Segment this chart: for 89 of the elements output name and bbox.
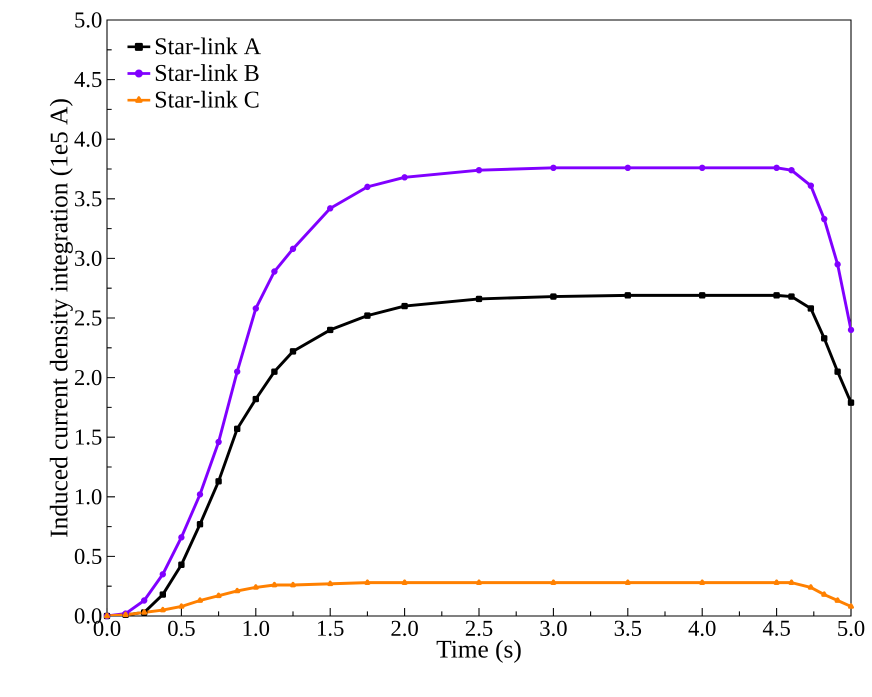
point bbox=[834, 368, 841, 375]
point bbox=[773, 164, 780, 172]
point bbox=[141, 597, 148, 604]
point bbox=[808, 584, 814, 590]
y-tick-label: 2.5 bbox=[74, 310, 102, 326]
point bbox=[848, 326, 854, 334]
point bbox=[699, 164, 706, 172]
point bbox=[327, 326, 334, 334]
y-tick-label: 3.5 bbox=[75, 191, 102, 206]
point bbox=[699, 579, 706, 585]
point bbox=[327, 205, 334, 212]
point bbox=[178, 534, 185, 541]
point bbox=[821, 591, 828, 597]
point bbox=[476, 579, 482, 585]
point bbox=[160, 591, 166, 598]
point bbox=[402, 579, 408, 585]
point bbox=[364, 312, 371, 319]
x-tick-label: 3.5 bbox=[614, 620, 642, 636]
x-tick-label: 4.0 bbox=[688, 620, 716, 636]
point bbox=[401, 174, 408, 181]
point bbox=[327, 580, 334, 586]
y-tick-label: 4.0 bbox=[74, 132, 102, 147]
point bbox=[624, 292, 632, 299]
point bbox=[271, 268, 278, 275]
legend-label: Star-link C bbox=[156, 90, 258, 108]
point bbox=[808, 305, 814, 312]
point bbox=[252, 305, 260, 312]
point bbox=[834, 261, 841, 268]
point bbox=[788, 293, 795, 300]
point bbox=[234, 588, 240, 594]
point bbox=[160, 606, 166, 612]
x-tick-label: 4.5 bbox=[762, 620, 790, 636]
point bbox=[216, 592, 222, 598]
point bbox=[215, 478, 222, 485]
point bbox=[788, 579, 794, 585]
point bbox=[476, 296, 482, 302]
y-tick-label: 3.0 bbox=[75, 250, 102, 266]
y-tick-label: 1.5 bbox=[76, 430, 102, 445]
legend-label: Star-link A bbox=[156, 38, 261, 54]
point bbox=[550, 164, 557, 172]
point bbox=[774, 579, 780, 585]
point bbox=[788, 166, 795, 174]
x-tick-label: 3.0 bbox=[540, 620, 567, 636]
point bbox=[401, 302, 408, 310]
y-tick-label: 5.0 bbox=[75, 12, 102, 28]
legend-label: Star-link B bbox=[156, 64, 259, 82]
y-tick-label: 0.5 bbox=[74, 548, 102, 564]
point bbox=[624, 164, 632, 172]
point bbox=[848, 399, 854, 406]
point bbox=[848, 603, 854, 609]
point bbox=[271, 368, 278, 375]
point bbox=[808, 182, 814, 189]
point bbox=[290, 582, 296, 588]
x-tick-label: 1.5 bbox=[318, 620, 344, 636]
point bbox=[773, 292, 780, 299]
x-tick-label: 0.5 bbox=[168, 620, 195, 636]
point bbox=[699, 292, 706, 299]
x-tick-label: 2.5 bbox=[466, 620, 492, 636]
x-tick-label: 5.0 bbox=[838, 620, 864, 636]
y-tick-label: 4.5 bbox=[74, 72, 102, 88]
point bbox=[252, 396, 260, 402]
point bbox=[550, 293, 557, 300]
point bbox=[271, 582, 278, 588]
point bbox=[252, 584, 259, 590]
point bbox=[821, 216, 828, 222]
point bbox=[178, 562, 185, 568]
x-tick-label: 2.0 bbox=[391, 620, 418, 636]
point bbox=[290, 246, 296, 252]
point bbox=[196, 491, 204, 498]
point bbox=[364, 579, 370, 585]
y-axis-title: Induced current density integration (1e5 A) bbox=[50, 99, 73, 537]
point bbox=[550, 579, 556, 585]
x-tick-label: 1.0 bbox=[244, 620, 270, 636]
point bbox=[160, 571, 166, 578]
point bbox=[234, 426, 240, 432]
point bbox=[234, 368, 240, 375]
point bbox=[197, 597, 203, 603]
point bbox=[821, 335, 828, 342]
point bbox=[624, 579, 631, 585]
y-tick-label: 1.0 bbox=[76, 489, 102, 504]
point bbox=[178, 603, 184, 609]
point bbox=[290, 348, 296, 355]
point bbox=[364, 184, 371, 190]
point bbox=[834, 597, 841, 603]
point bbox=[215, 438, 222, 446]
y-tick-label: 2.0 bbox=[74, 370, 102, 386]
x-axis-title: Time (s) bbox=[436, 640, 521, 663]
point bbox=[476, 166, 482, 174]
point bbox=[196, 521, 204, 528]
